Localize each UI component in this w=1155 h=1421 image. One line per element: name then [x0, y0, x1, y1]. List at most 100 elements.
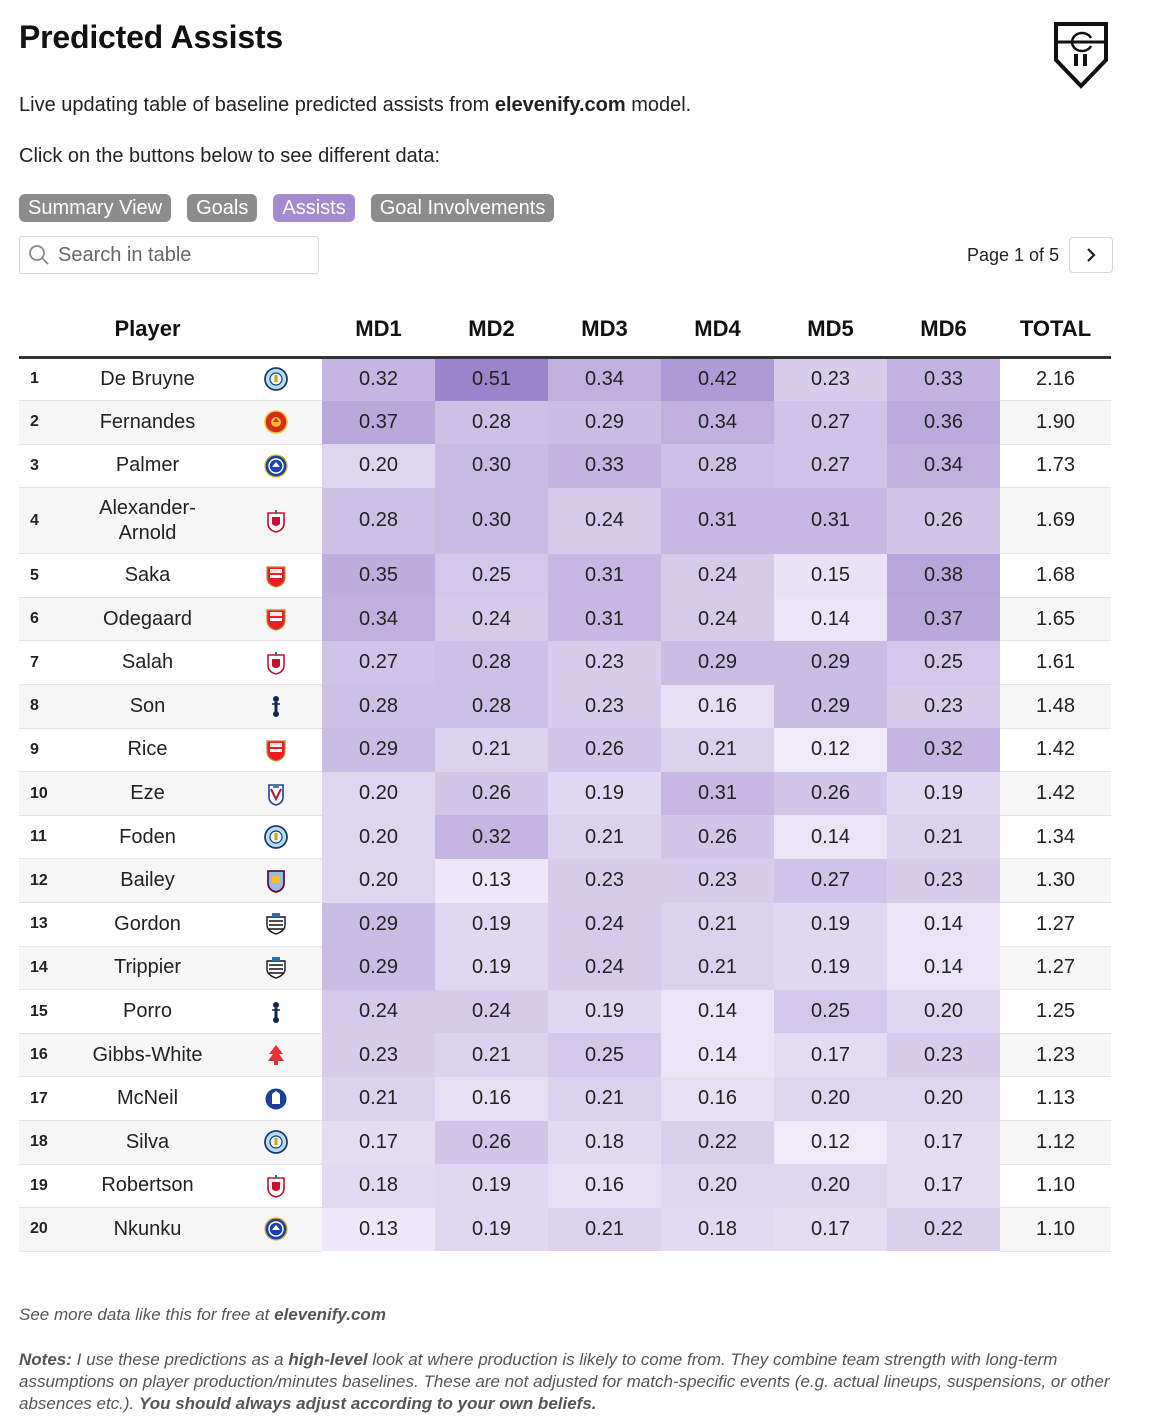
md3-value-cell: 0.23 — [548, 640, 661, 685]
md4-value-cell: 0.18 — [661, 1207, 774, 1252]
md6-value-cell: 0.38 — [887, 553, 1000, 598]
md5-value-cell: 0.29 — [774, 684, 887, 729]
total-cell: 1.27 — [1000, 902, 1111, 947]
md3-value-cell: 0.16 — [548, 1164, 661, 1208]
column-header-md5[interactable]: MD5 — [774, 303, 887, 359]
md2-value-cell: 0.28 — [435, 640, 548, 685]
player-name-cell: Robertson — [65, 1164, 230, 1209]
column-header-md2[interactable]: MD2 — [435, 303, 548, 359]
table-row: 4 Alexander-Arnold 0.28 0.30 0.24 0.31 0.31 0.2… — [19, 487, 1111, 555]
rank-cell: 12 — [19, 858, 65, 904]
search-box[interactable] — [19, 236, 319, 274]
aston-villa-crest-icon — [267, 869, 285, 893]
md1-value-cell: 0.28 — [322, 487, 435, 554]
table-row: 6 Odegaard 0.34 0.24 0.31 0.24 0.14 0.37 1.65 — [19, 597, 1111, 642]
search-icon — [29, 245, 49, 265]
md2-value-cell: 0.30 — [435, 487, 548, 554]
table-row: 12 Bailey 0.20 0.13 0.23 0.23 0.27 0.23 1.30 — [19, 858, 1111, 904]
arsenal-crest-icon — [266, 565, 286, 588]
liverpool-crest-icon — [267, 1174, 285, 1198]
club-crest-cell — [230, 1207, 322, 1252]
club-header — [230, 303, 322, 359]
md4-value-cell: 0.21 — [661, 902, 774, 947]
goal-involvements-button[interactable]: Goal Involvements — [370, 194, 555, 222]
club-crest-cell — [230, 1076, 322, 1121]
club-crest-cell — [230, 357, 322, 402]
md3-value-cell: 0.31 — [548, 597, 661, 641]
md1-value-cell: 0.34 — [322, 597, 435, 641]
md2-value-cell: 0.19 — [435, 1164, 548, 1208]
player-name-cell: Alexander-Arnold — [65, 487, 230, 555]
newcastle-crest-icon — [266, 956, 286, 979]
club-crest-cell — [230, 684, 322, 729]
table-row: 11 Foden 0.20 0.32 0.21 0.26 0.14 0.21 1.34 — [19, 815, 1111, 860]
md6-value-cell: 0.23 — [887, 858, 1000, 903]
table-row: 7 Salah 0.27 0.28 0.23 0.29 0.29 0.25 1.61 — [19, 640, 1111, 686]
player-name-cell: Gordon — [65, 902, 230, 947]
club-crest-cell — [230, 815, 322, 860]
column-header-md6[interactable]: MD6 — [887, 303, 1000, 359]
rank-cell: 18 — [19, 1120, 65, 1165]
total-cell: 1.12 — [1000, 1120, 1111, 1165]
md2-value-cell: 0.30 — [435, 444, 548, 488]
total-cell: 1.27 — [1000, 946, 1111, 991]
md4-value-cell: 0.31 — [661, 487, 774, 554]
column-header-md4[interactable]: MD4 — [661, 303, 774, 359]
search-input[interactable] — [58, 243, 308, 267]
column-header-md1[interactable]: MD1 — [322, 303, 435, 359]
md5-value-cell: 0.27 — [774, 400, 887, 445]
md5-value-cell: 0.12 — [774, 728, 887, 772]
club-crest-cell — [230, 902, 322, 947]
club-crest-cell — [230, 487, 322, 555]
md4-value-cell: 0.22 — [661, 1120, 774, 1165]
man-utd-crest-icon — [264, 410, 288, 435]
table-row: 3 Palmer 0.20 0.30 0.33 0.28 0.27 0.34 1.73 — [19, 444, 1111, 489]
md4-value-cell: 0.42 — [661, 357, 774, 401]
site-link[interactable]: elevenify.com — [274, 1305, 386, 1324]
md6-value-cell: 0.26 — [887, 487, 1000, 554]
md3-value-cell: 0.21 — [548, 1076, 661, 1121]
elevenify-logo-icon — [1054, 22, 1108, 89]
md5-value-cell: 0.25 — [774, 989, 887, 1034]
chelsea-crest-icon — [264, 454, 288, 478]
total-cell: 2.16 — [1000, 357, 1111, 402]
club-crest-cell — [230, 989, 322, 1034]
table-row: 5 Saka 0.35 0.25 0.31 0.24 0.15 0.38 1.68 — [19, 553, 1111, 598]
goals-button[interactable]: Goals — [187, 194, 258, 222]
player-name-cell: Son — [65, 684, 230, 729]
md2-value-cell: 0.19 — [435, 902, 548, 947]
next-page-button[interactable] — [1069, 237, 1114, 273]
md4-value-cell: 0.24 — [661, 553, 774, 598]
newcastle-crest-icon — [266, 913, 286, 936]
md4-value-cell: 0.31 — [661, 771, 774, 816]
md6-value-cell: 0.23 — [887, 684, 1000, 729]
total-cell: 1.25 — [1000, 989, 1111, 1034]
md3-value-cell: 0.24 — [548, 902, 661, 947]
column-header-md3[interactable]: MD3 — [548, 303, 661, 359]
player-name-cell: Saka — [65, 553, 230, 598]
md6-value-cell: 0.19 — [887, 771, 1000, 816]
md6-value-cell: 0.14 — [887, 946, 1000, 990]
column-header-player[interactable]: Player — [65, 303, 230, 359]
rank-cell: 5 — [19, 553, 65, 598]
md2-value-cell: 0.26 — [435, 771, 548, 816]
summary-view-button[interactable]: Summary View — [19, 194, 172, 222]
rank-cell: 14 — [19, 946, 65, 991]
md2-value-cell: 0.13 — [435, 858, 548, 903]
page-indicator: Page 1 of 5 — [967, 244, 1060, 265]
player-name-cell: Salah — [65, 640, 230, 686]
column-header-total[interactable]: TOTAL — [1000, 303, 1111, 359]
md1-value-cell: 0.35 — [322, 553, 435, 598]
man-city-crest-icon — [264, 825, 288, 850]
assists-button[interactable]: Assists — [273, 194, 355, 222]
md4-value-cell: 0.29 — [661, 640, 774, 685]
md5-value-cell: 0.12 — [774, 1120, 887, 1165]
club-crest-cell — [230, 400, 322, 445]
table-row: 19 Robertson 0.18 0.19 0.16 0.20 0.20 0.17 1.10 — [19, 1164, 1111, 1209]
rank-cell: 4 — [19, 487, 65, 555]
tottenham-crest-icon — [272, 696, 280, 718]
md3-value-cell: 0.26 — [548, 728, 661, 772]
player-name-cell: Palmer — [65, 444, 230, 489]
table-row: 16 Gibbs-White 0.23 0.21 0.25 0.14 0.17 0.23 1.2… — [19, 1033, 1111, 1078]
rank-cell: 11 — [19, 815, 65, 860]
